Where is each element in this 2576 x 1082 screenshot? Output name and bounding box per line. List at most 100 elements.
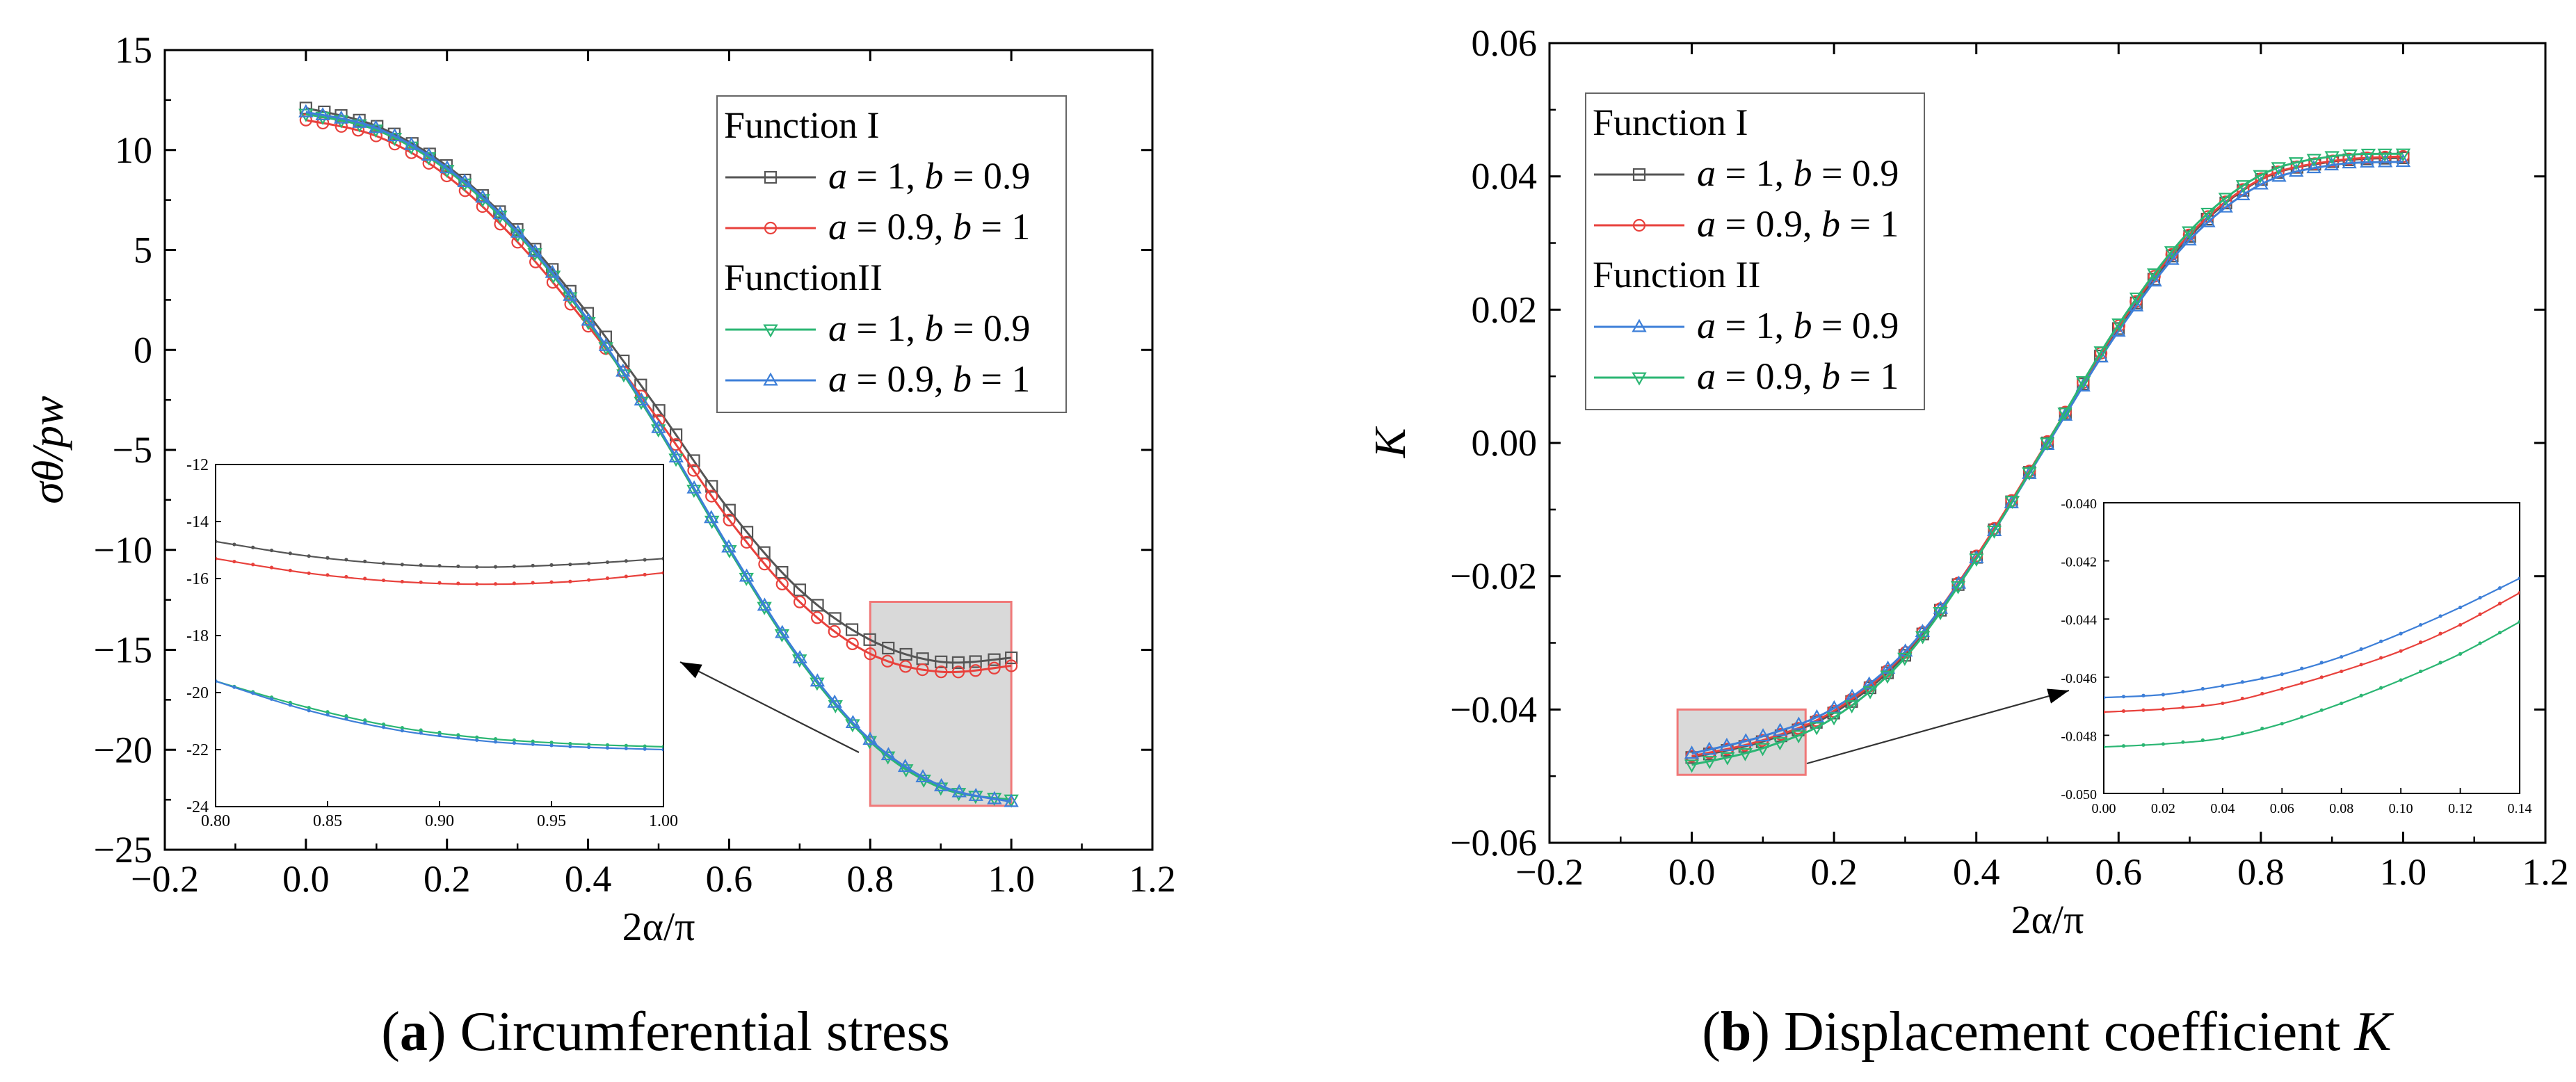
legend-text-part: a	[828, 155, 847, 197]
series-markers-0	[299, 102, 1018, 669]
inset-marker	[493, 582, 498, 586]
zoom-arrow-head	[2047, 688, 2069, 704]
legend-marker	[1632, 218, 1646, 232]
data-marker	[2395, 154, 2411, 168]
y-tick-label: −0.02	[1450, 556, 1537, 597]
inset-marker	[2240, 696, 2244, 701]
inset-marker	[400, 563, 404, 567]
inset-x-tick-label: 0.85	[313, 812, 342, 830]
data-marker	[899, 660, 912, 673]
data-marker	[1897, 652, 1913, 666]
data-marker	[1772, 737, 1788, 751]
legend-marker	[1632, 318, 1647, 332]
inset-marker	[605, 745, 610, 750]
data-marker	[897, 759, 913, 773]
inset-marker	[587, 561, 591, 565]
data-marker	[915, 769, 931, 783]
legend-entry-label: a = 0.9, b = 1	[828, 206, 1030, 248]
inset-marker	[269, 697, 274, 701]
inset-marker	[2200, 686, 2205, 691]
series-group	[298, 102, 1019, 808]
inset-x-tick-label: 0.04	[2210, 801, 2235, 816]
inset-marker	[2121, 744, 2126, 748]
data-marker	[2324, 151, 2340, 165]
data-marker	[1986, 525, 2002, 539]
data-marker	[315, 111, 330, 125]
data-marker	[651, 419, 666, 433]
inset-marker	[216, 556, 218, 560]
inset-marker	[325, 710, 330, 714]
inset-series-group	[216, 540, 663, 752]
data-marker	[935, 665, 948, 679]
data-marker	[969, 655, 982, 668]
legend-text-part: = 0.9,	[1716, 203, 1821, 245]
data-marker	[333, 115, 349, 129]
legend-text-part: = 1,	[847, 155, 924, 197]
data-marker	[810, 673, 826, 687]
data-marker	[527, 243, 542, 257]
inset-marker	[251, 691, 255, 695]
inset-y-tick-label: -0.046	[2061, 671, 2097, 686]
data-marker	[1719, 737, 1734, 751]
inset-marker	[2280, 722, 2284, 726]
data-marker	[2235, 187, 2251, 200]
zoom-arrow-line	[1806, 689, 2070, 765]
inset-marker	[2419, 640, 2423, 645]
data-marker	[1950, 581, 1966, 595]
y-tick-label: −5	[113, 429, 152, 471]
data-marker	[740, 535, 753, 549]
inset-series-markers-2	[216, 679, 663, 749]
inset-marker	[2221, 684, 2225, 688]
data-marker	[2129, 292, 2145, 306]
data-marker	[828, 624, 841, 638]
x-tick-label: 0.4	[565, 858, 612, 900]
inset-x-tick-label: 0.06	[2270, 801, 2294, 816]
series-line-3	[305, 111, 1012, 803]
inset-marker	[307, 706, 311, 710]
legend-header: Function I	[724, 104, 880, 146]
inset-marker	[381, 578, 386, 583]
inset-x-tick-label: 0.10	[2389, 801, 2413, 816]
inset-marker	[2458, 652, 2463, 656]
y-tick-label: 5	[134, 229, 152, 271]
inset-marker	[2260, 691, 2264, 696]
inset-marker	[624, 743, 628, 748]
data-marker	[1880, 660, 1896, 674]
legend-text-part: a	[1697, 305, 1716, 346]
inset-marker	[661, 571, 663, 575]
inset-marker	[307, 554, 311, 558]
inset-marker	[2497, 631, 2502, 635]
data-marker	[368, 120, 384, 134]
data-marker	[1005, 651, 1018, 665]
data-marker	[1720, 752, 1735, 766]
data-marker	[492, 206, 508, 220]
data-marker	[615, 363, 631, 377]
inset-marker	[307, 571, 311, 575]
inset-marker	[512, 581, 516, 586]
data-marker	[1844, 700, 1860, 713]
x-tick-label: −0.2	[131, 858, 199, 900]
inset-marker	[419, 580, 423, 584]
data-marker	[2200, 207, 2216, 221]
inset-marker	[232, 542, 236, 547]
legend-text-part: = 1,	[1716, 152, 1793, 194]
inset-marker	[2518, 590, 2520, 595]
data-marker	[987, 791, 1002, 805]
data-marker	[1969, 550, 1984, 564]
inset-marker	[2161, 742, 2166, 746]
inset-series-line-0	[2104, 592, 2520, 713]
inset-marker	[344, 558, 348, 562]
data-marker	[2271, 168, 2287, 182]
inset-marker	[2221, 736, 2225, 741]
inset-marker	[2300, 681, 2304, 685]
data-marker	[403, 136, 419, 150]
inset-marker	[2141, 708, 2146, 712]
inset-marker	[549, 580, 554, 584]
data-marker	[598, 337, 614, 351]
inset-y-tick-label: -14	[186, 513, 209, 531]
zoom-region	[869, 601, 1013, 807]
y-tick-label: −0.04	[1450, 688, 1537, 730]
data-marker	[793, 583, 807, 597]
data-marker	[2306, 154, 2321, 168]
inset-marker	[269, 565, 274, 570]
